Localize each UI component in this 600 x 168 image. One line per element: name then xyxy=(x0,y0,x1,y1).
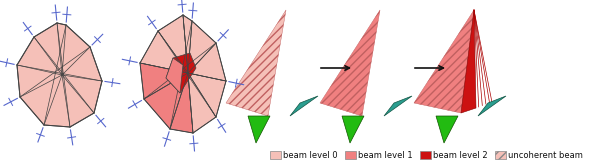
Text: uncoherent beam: uncoherent beam xyxy=(508,151,583,159)
Polygon shape xyxy=(188,43,226,81)
Bar xyxy=(270,151,281,159)
Text: beam level 2: beam level 2 xyxy=(433,151,488,159)
Polygon shape xyxy=(140,63,188,99)
Text: beam level 0: beam level 0 xyxy=(283,151,338,159)
Polygon shape xyxy=(166,58,183,93)
Polygon shape xyxy=(188,73,216,133)
Polygon shape xyxy=(461,10,476,113)
Polygon shape xyxy=(188,21,216,73)
Polygon shape xyxy=(166,53,196,93)
Polygon shape xyxy=(290,96,318,116)
Polygon shape xyxy=(248,116,270,143)
Polygon shape xyxy=(320,10,380,116)
Polygon shape xyxy=(140,31,188,73)
Polygon shape xyxy=(342,116,364,143)
Polygon shape xyxy=(478,96,506,116)
Polygon shape xyxy=(414,10,474,113)
Polygon shape xyxy=(144,73,188,129)
Bar xyxy=(345,151,356,159)
Bar xyxy=(495,151,506,159)
Polygon shape xyxy=(188,73,226,117)
Polygon shape xyxy=(226,10,286,116)
Bar xyxy=(420,151,431,159)
Text: beam level 1: beam level 1 xyxy=(358,151,413,159)
Polygon shape xyxy=(158,15,188,73)
Polygon shape xyxy=(183,15,192,73)
Polygon shape xyxy=(17,23,102,127)
Polygon shape xyxy=(436,116,458,143)
Polygon shape xyxy=(170,73,193,133)
Polygon shape xyxy=(384,96,412,116)
